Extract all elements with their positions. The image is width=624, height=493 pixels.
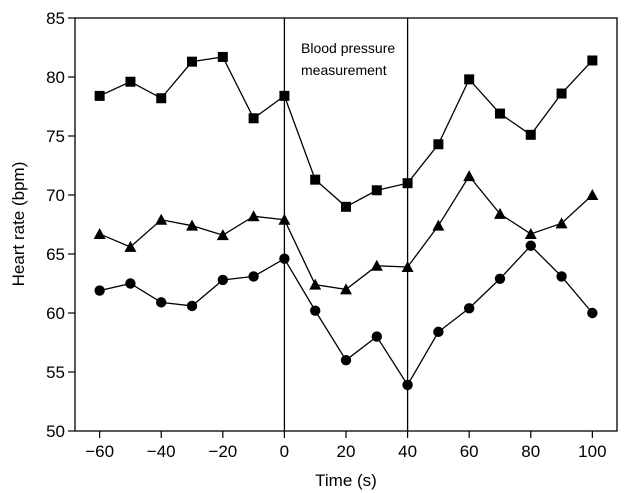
square-marker xyxy=(371,185,382,196)
triangle-marker xyxy=(155,213,168,225)
x-tick-label: −60 xyxy=(85,442,114,461)
x-tick-label: 40 xyxy=(398,442,417,461)
y-tick-label: 65 xyxy=(46,245,65,264)
circle-marker xyxy=(94,285,105,296)
square-marker xyxy=(310,174,321,185)
circle-marker xyxy=(371,331,382,342)
circle-marker xyxy=(156,297,167,308)
annotation-line-2: measurement xyxy=(301,62,387,78)
x-tick-label: −40 xyxy=(147,442,176,461)
circle-marker xyxy=(217,274,229,286)
y-tick-label: 85 xyxy=(46,9,65,28)
y-tick-label: 75 xyxy=(46,127,65,146)
triangle-marker xyxy=(493,207,506,219)
y-tick-label: 70 xyxy=(46,186,65,205)
circle-marker xyxy=(587,307,598,319)
circle-marker xyxy=(402,379,413,391)
triangle-marker xyxy=(432,219,445,231)
triangle-marker xyxy=(186,219,199,231)
triangle-marker xyxy=(340,283,352,295)
triangle-marker xyxy=(216,229,229,241)
circle-marker xyxy=(125,278,136,289)
series-line-square xyxy=(99,56,593,208)
square-marker xyxy=(217,51,228,62)
annotation-line-1: Blood pressure xyxy=(301,40,395,56)
circle-marker xyxy=(433,326,444,338)
square-marker xyxy=(125,76,136,87)
event-lines xyxy=(283,18,409,431)
circle-marker xyxy=(279,253,290,264)
triangle-marker xyxy=(247,210,260,222)
square-marker xyxy=(556,88,567,99)
square-marker xyxy=(94,90,105,101)
y-axis-title: Heart rate (bpm) xyxy=(9,162,28,287)
y-axis-ticks: 50 55 60 65 70 75 80 85 xyxy=(46,9,75,441)
triangle-marker xyxy=(124,240,137,252)
triangle-marker xyxy=(278,213,291,225)
circle-marker xyxy=(525,240,536,251)
square-marker xyxy=(402,178,413,189)
y-tick-label: 50 xyxy=(46,422,65,441)
circle-marker xyxy=(463,303,475,314)
triangle-marker xyxy=(93,227,106,239)
square-marker xyxy=(525,129,536,140)
square-marker xyxy=(433,139,444,150)
square-marker xyxy=(187,56,198,67)
circle-marker xyxy=(494,273,506,284)
square-marker xyxy=(341,201,351,212)
square-marker xyxy=(248,113,259,124)
circle-marker xyxy=(248,271,259,282)
circle-marker xyxy=(340,355,352,366)
y-tick-label: 60 xyxy=(46,304,65,323)
triangle-marker xyxy=(370,259,383,271)
x-tick-label: 20 xyxy=(337,442,356,461)
square-marker xyxy=(587,55,598,66)
series-line-triangle xyxy=(99,175,593,291)
triangle-marker xyxy=(524,227,537,239)
circle-marker xyxy=(186,300,198,312)
x-tick-label: 100 xyxy=(578,442,606,461)
y-tick-label: 80 xyxy=(46,68,65,87)
series-group xyxy=(93,51,599,391)
x-axis-ticks: −60 −40 −20 0 20 40 60 80 100 xyxy=(85,431,607,461)
circle-marker xyxy=(310,305,321,316)
x-tick-label: 0 xyxy=(280,442,289,461)
square-marker xyxy=(464,74,475,85)
triangle-marker xyxy=(309,278,322,290)
triangle-marker xyxy=(463,170,476,182)
square-marker xyxy=(279,90,290,101)
x-axis-title: Time (s) xyxy=(315,471,377,490)
triangle-marker xyxy=(586,189,599,200)
x-tick-label: 80 xyxy=(521,442,540,461)
y-tick-label: 55 xyxy=(46,363,65,382)
circle-marker xyxy=(556,271,567,282)
triangle-marker xyxy=(555,217,568,229)
x-tick-label: 60 xyxy=(460,442,479,461)
square-marker xyxy=(156,93,167,104)
triangle-marker xyxy=(401,260,414,272)
x-tick-label: −20 xyxy=(208,442,237,461)
square-marker xyxy=(494,108,505,119)
